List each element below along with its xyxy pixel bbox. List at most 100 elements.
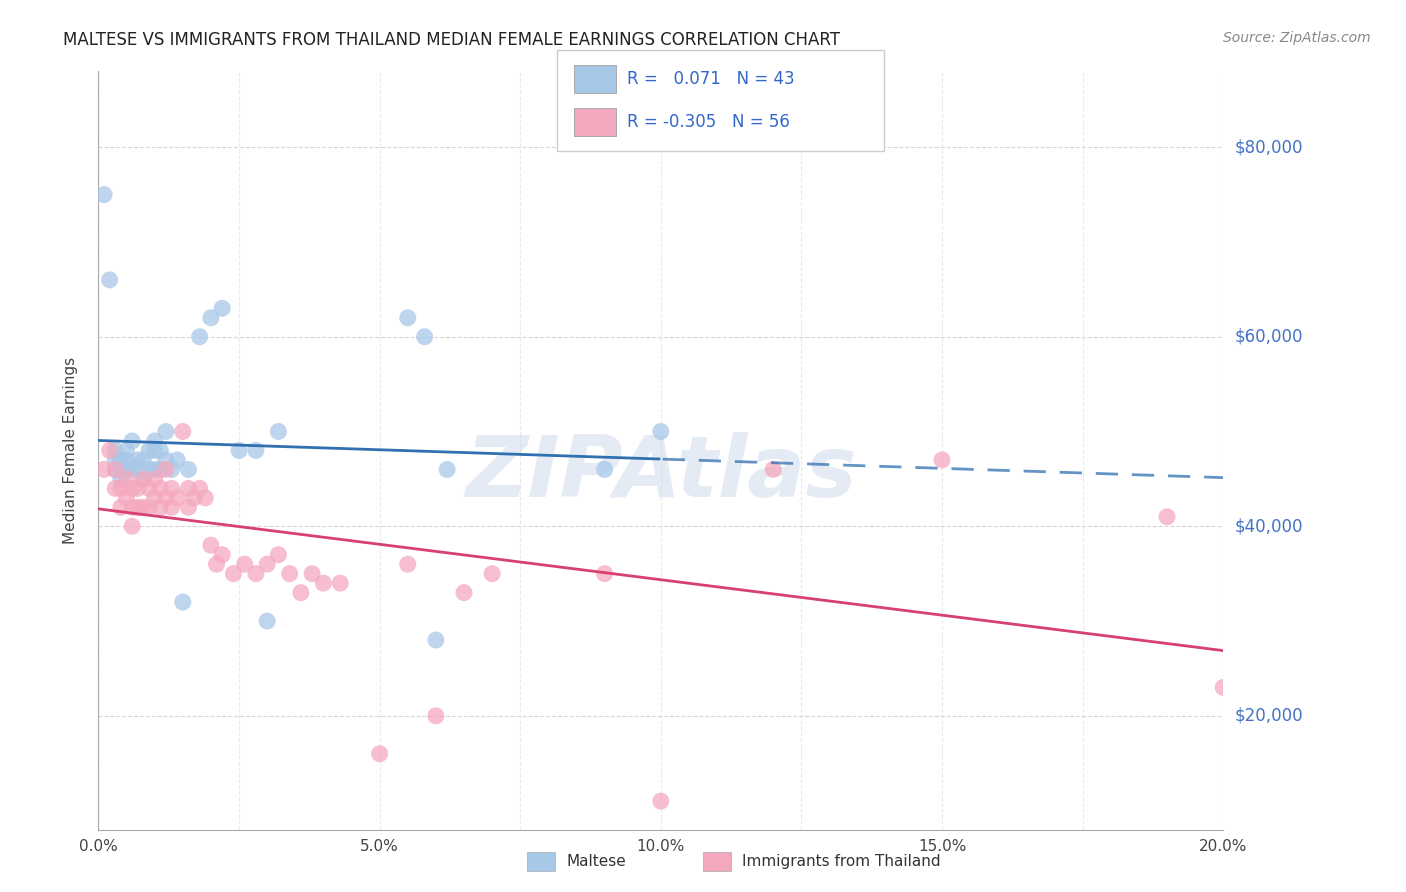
Point [155, 425, 177, 439]
Text: ZIPAtlas: ZIPAtlas [465, 432, 856, 515]
Point [177, 462, 200, 476]
Point [267, 425, 290, 439]
Point [650, 794, 672, 808]
Point [149, 482, 172, 496]
Point [177, 500, 200, 515]
Point [425, 633, 447, 648]
Point [155, 453, 177, 467]
Point [368, 747, 391, 761]
Point [104, 443, 127, 458]
Point [312, 576, 335, 591]
Point [104, 462, 127, 476]
Point [188, 482, 211, 496]
Point [396, 557, 419, 572]
Text: Maltese: Maltese [567, 855, 626, 869]
Text: Immigrants from Thailand: Immigrants from Thailand [742, 855, 941, 869]
Point [290, 585, 312, 599]
Point [121, 462, 143, 476]
Point [593, 462, 616, 476]
Point [256, 614, 278, 628]
Point [93, 462, 115, 476]
Point [183, 491, 205, 505]
Text: Source: ZipAtlas.com: Source: ZipAtlas.com [1223, 31, 1371, 45]
Point [138, 443, 160, 458]
Text: R =   0.071   N = 43: R = 0.071 N = 43 [627, 70, 794, 87]
Point [160, 462, 183, 476]
Point [104, 453, 127, 467]
Point [166, 453, 188, 467]
Point [115, 462, 138, 476]
Text: $40,000: $40,000 [1234, 517, 1303, 535]
Point [222, 566, 245, 581]
Point [110, 453, 132, 467]
Point [138, 462, 160, 476]
Text: $60,000: $60,000 [1234, 327, 1303, 346]
Point [132, 472, 155, 486]
Point [245, 566, 267, 581]
Point [115, 472, 138, 486]
Point [132, 500, 155, 515]
Point [177, 482, 200, 496]
Point [121, 482, 143, 496]
Point [143, 434, 166, 448]
Point [149, 443, 172, 458]
Point [155, 491, 177, 505]
Point [104, 482, 127, 496]
Point [115, 453, 138, 467]
Point [132, 472, 155, 486]
Point [143, 472, 166, 486]
Point [1156, 509, 1178, 524]
Text: $80,000: $80,000 [1234, 138, 1303, 156]
Point [200, 538, 222, 552]
Point [650, 425, 672, 439]
Point [211, 301, 233, 316]
Point [228, 443, 250, 458]
Point [110, 462, 132, 476]
Point [138, 500, 160, 515]
Point [211, 548, 233, 562]
Point [127, 462, 149, 476]
Point [256, 557, 278, 572]
Point [104, 462, 127, 476]
Point [138, 482, 160, 496]
Point [160, 500, 183, 515]
Point [194, 491, 217, 505]
Point [245, 443, 267, 458]
Point [110, 472, 132, 486]
Point [172, 595, 194, 609]
Point [481, 566, 503, 581]
Point [121, 519, 143, 533]
Point [127, 453, 149, 467]
Point [149, 500, 172, 515]
Point [155, 462, 177, 476]
Point [396, 310, 419, 325]
Point [98, 273, 121, 287]
Point [143, 443, 166, 458]
Point [188, 330, 211, 344]
Text: R = -0.305   N = 56: R = -0.305 N = 56 [627, 113, 790, 131]
Point [172, 425, 194, 439]
Point [301, 566, 323, 581]
Point [115, 443, 138, 458]
Point [121, 500, 143, 515]
Point [98, 443, 121, 458]
Point [413, 330, 436, 344]
Point [278, 566, 301, 581]
Point [93, 187, 115, 202]
Text: MALTESE VS IMMIGRANTS FROM THAILAND MEDIAN FEMALE EARNINGS CORRELATION CHART: MALTESE VS IMMIGRANTS FROM THAILAND MEDI… [63, 31, 841, 49]
Point [931, 453, 953, 467]
Point [329, 576, 352, 591]
Y-axis label: Median Female Earnings: Median Female Earnings [63, 357, 77, 544]
Point [121, 434, 143, 448]
Point [762, 462, 785, 476]
Point [127, 482, 149, 496]
Point [233, 557, 256, 572]
Point [593, 566, 616, 581]
Point [110, 482, 132, 496]
Point [160, 482, 183, 496]
Point [143, 491, 166, 505]
Point [200, 310, 222, 325]
Point [453, 585, 475, 599]
Point [143, 462, 166, 476]
Point [267, 548, 290, 562]
